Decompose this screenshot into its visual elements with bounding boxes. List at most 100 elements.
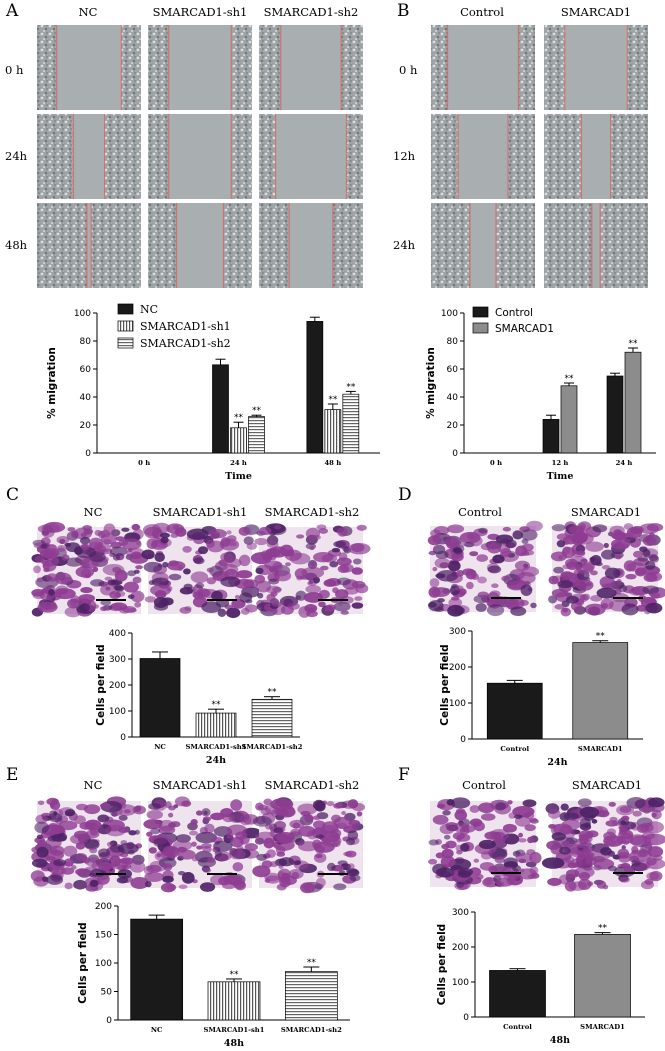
panel-f-column-smarcad1: SMARCAD1: [572, 778, 642, 792]
panel-a-row-48h: 48h: [5, 238, 28, 252]
y-axis-label-d: Cells per field: [439, 644, 451, 725]
chart-d: 0 100 200 300 Cells per field Control SMARCAD1…: [439, 627, 643, 768]
y-tick-label-d: 200: [449, 663, 466, 673]
y-axis-label-b: % migration: [425, 347, 437, 419]
y-tick-label-c: 100: [109, 707, 126, 717]
panel-b-column-smarcad1: SMARCAD1: [561, 5, 631, 19]
chart-f: 0 100 200 300 Cells per field Control SMARCAD1…: [436, 908, 645, 1046]
bar-a-1-2: [324, 409, 342, 454]
panel-a-row-24h: 24h: [5, 149, 28, 163]
x-axis-title-e: 48h: [224, 1038, 244, 1049]
significance-mark-e: **: [307, 958, 317, 968]
y-tick-label-b: 20: [447, 421, 459, 431]
wound-image-a-r1-c0: [37, 114, 141, 199]
significance-mark-a: **: [252, 406, 262, 416]
transwell-image-c-0: [31, 521, 149, 618]
y-tick-label-a: 100: [74, 309, 91, 319]
y-tick-label-a: 60: [80, 365, 92, 375]
x-tick-label-b: 12 h: [552, 459, 569, 467]
transwell-image-d-0: [427, 520, 543, 617]
bar-b-0-1: [542, 419, 560, 454]
y-tick-label-c: 300: [109, 655, 126, 665]
wound-image-a-r2-c2: [259, 203, 363, 288]
y-tick-label-a: 80: [80, 337, 92, 347]
y-tick-label-b: 80: [447, 337, 459, 347]
transwell-image-e-1: [143, 796, 262, 893]
y-axis-label-e: Cells per field: [77, 922, 89, 1003]
bar-b-1-1: [560, 385, 578, 454]
x-axis-title-a: Time: [225, 471, 252, 482]
legend-label-b: SMARCAD1: [495, 323, 554, 335]
panel-e-column-sh1: SMARCAD1-sh1: [153, 778, 248, 792]
bar-f-0: [489, 970, 546, 1018]
panel-e-column-nc: NC: [84, 778, 103, 792]
wound-image-a-r1-c2: [259, 114, 363, 199]
y-tick-label-d: 0: [460, 735, 466, 745]
transwell-image-c-1: [141, 522, 261, 619]
panel-c-column-nc: NC: [84, 505, 103, 519]
x-tick-label-c: SMARCAD1-sh1: [186, 743, 247, 751]
y-tick-label-f: 0: [463, 1013, 469, 1023]
panel-letter-c: C: [6, 485, 19, 505]
bar-c-2: [251, 698, 293, 738]
x-tick-label-a: 48 h: [324, 459, 341, 467]
y-tick-label-f: 300: [452, 908, 469, 918]
wound-image-a-r0-c2: [259, 25, 363, 110]
panel-a-column-nc: NC: [79, 5, 98, 19]
panel-e-column-sh2: SMARCAD1-sh2: [265, 778, 360, 792]
y-tick-label-b: 40: [447, 393, 459, 403]
y-tick-label-b: 0: [452, 449, 458, 459]
y-tick-label-d: 300: [449, 627, 466, 637]
x-axis-title-f: 48h: [550, 1035, 570, 1046]
wound-image-b-r0-c1: [544, 25, 648, 110]
panel-a-column-sh2: SMARCAD1-sh2: [264, 5, 359, 19]
y-tick-label-e: 0: [106, 1016, 112, 1026]
transwell-image-e-2: [252, 797, 366, 894]
y-tick-label-c: 200: [109, 681, 126, 691]
wound-image-a-r2-c0: [37, 203, 141, 288]
y-axis-label-f: Cells per field: [436, 924, 448, 1005]
significance-mark-c: **: [212, 700, 222, 710]
transwell-image-d-1: [548, 521, 665, 617]
bar-c-1: [195, 712, 237, 738]
transwell-image-f-0: [428, 797, 542, 891]
wound-image-b-r1-c0: [431, 114, 535, 199]
bar-a-2-2: [342, 393, 360, 454]
significance-mark-e: **: [230, 970, 240, 980]
transwell-image-c-2: [250, 523, 371, 618]
significance-mark-a: **: [346, 382, 356, 392]
panel-b-column-control: Control: [460, 5, 504, 19]
y-tick-label-f: 200: [452, 943, 469, 953]
legend-label-b: Control: [495, 307, 533, 319]
y-tick-label-b: 100: [441, 309, 458, 319]
panel-d-column-control: Control: [458, 505, 502, 519]
x-axis-title-c: 24h: [206, 755, 226, 766]
bar-c-0: [139, 658, 181, 738]
chart-a: 0 20 40 60 80 100 % migration 0 h 24 h ** ** 48 h **…: [46, 303, 380, 482]
x-tick-label-c: NC: [154, 743, 166, 751]
y-axis-label-c: Cells per field: [95, 644, 107, 725]
legend-label-a: NC: [140, 303, 158, 316]
panel-a-row-0h: 0 h: [5, 63, 24, 77]
legend-swatch-a: [117, 303, 134, 315]
y-tick-label-f: 100: [452, 978, 469, 988]
panel-f-column-control: Control: [462, 778, 506, 792]
wound-image-b-r2-c0: [431, 203, 535, 288]
y-tick-label-a: 40: [80, 393, 92, 403]
chart-b: 0 20 40 60 80 100 % migration 0 h 12 h ** 24 h ** Ti…: [425, 306, 656, 482]
micrograph-layer: [30, 25, 665, 894]
wound-image-a-r0-c1: [148, 25, 252, 110]
y-tick-label-a: 20: [80, 421, 92, 431]
bar-b-1-2: [624, 351, 642, 454]
bar-e-1: [207, 981, 261, 1021]
bar-d-1: [572, 642, 629, 740]
x-tick-label-b: 0 h: [490, 459, 502, 467]
wound-image-b-r1-c1: [544, 114, 648, 199]
wound-image-b-r0-c0: [431, 25, 535, 110]
significance-mark-a: **: [234, 413, 244, 423]
x-tick-label-c: SMARCAD1-sh2: [242, 743, 303, 751]
chart-e: 0 50 100 150 200 Cells per field NC SMARCAD1-sh…: [77, 902, 350, 1049]
significance-mark-c: **: [268, 688, 278, 698]
